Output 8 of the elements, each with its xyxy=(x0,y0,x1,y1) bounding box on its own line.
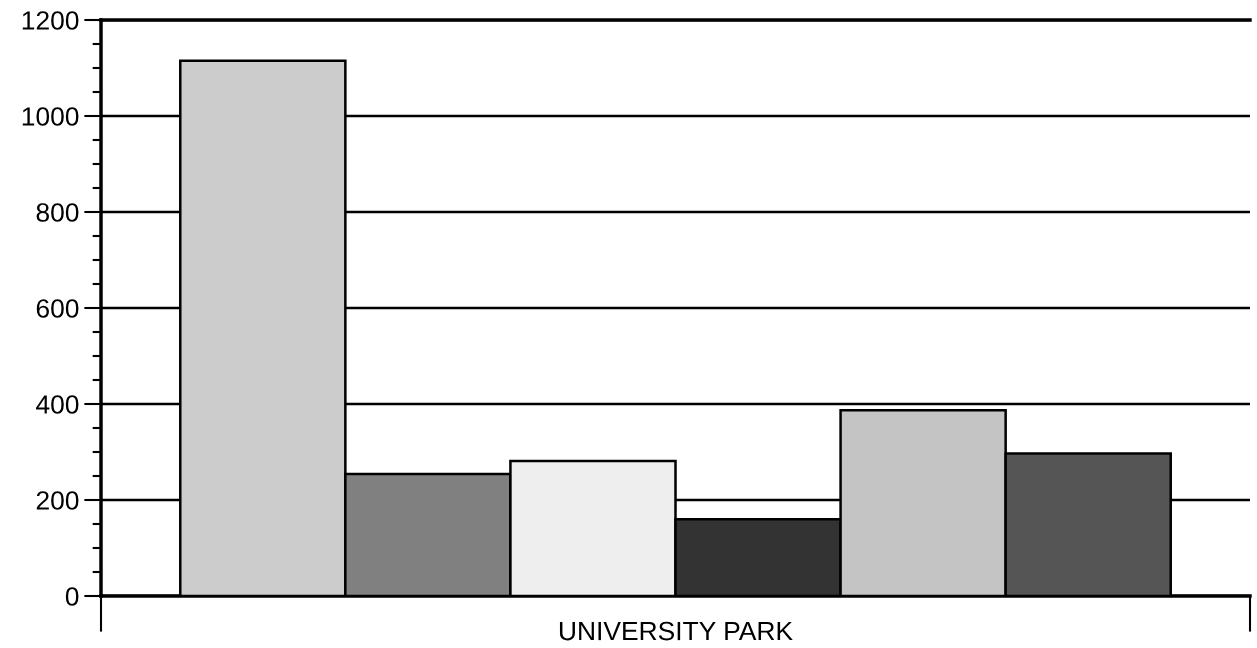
y-tick-label: 800 xyxy=(36,203,79,222)
y-tick-label: 600 xyxy=(36,299,79,318)
x-tick-label: UNIVERSITY PARK xyxy=(559,621,793,641)
y-tick-label: 200 xyxy=(36,491,79,510)
y-tick-label: 400 xyxy=(36,395,79,414)
y-tick-label: 1200 xyxy=(22,11,79,30)
y-tick-label: 0 xyxy=(65,587,79,606)
y-tick-label: 1000 xyxy=(22,107,79,126)
